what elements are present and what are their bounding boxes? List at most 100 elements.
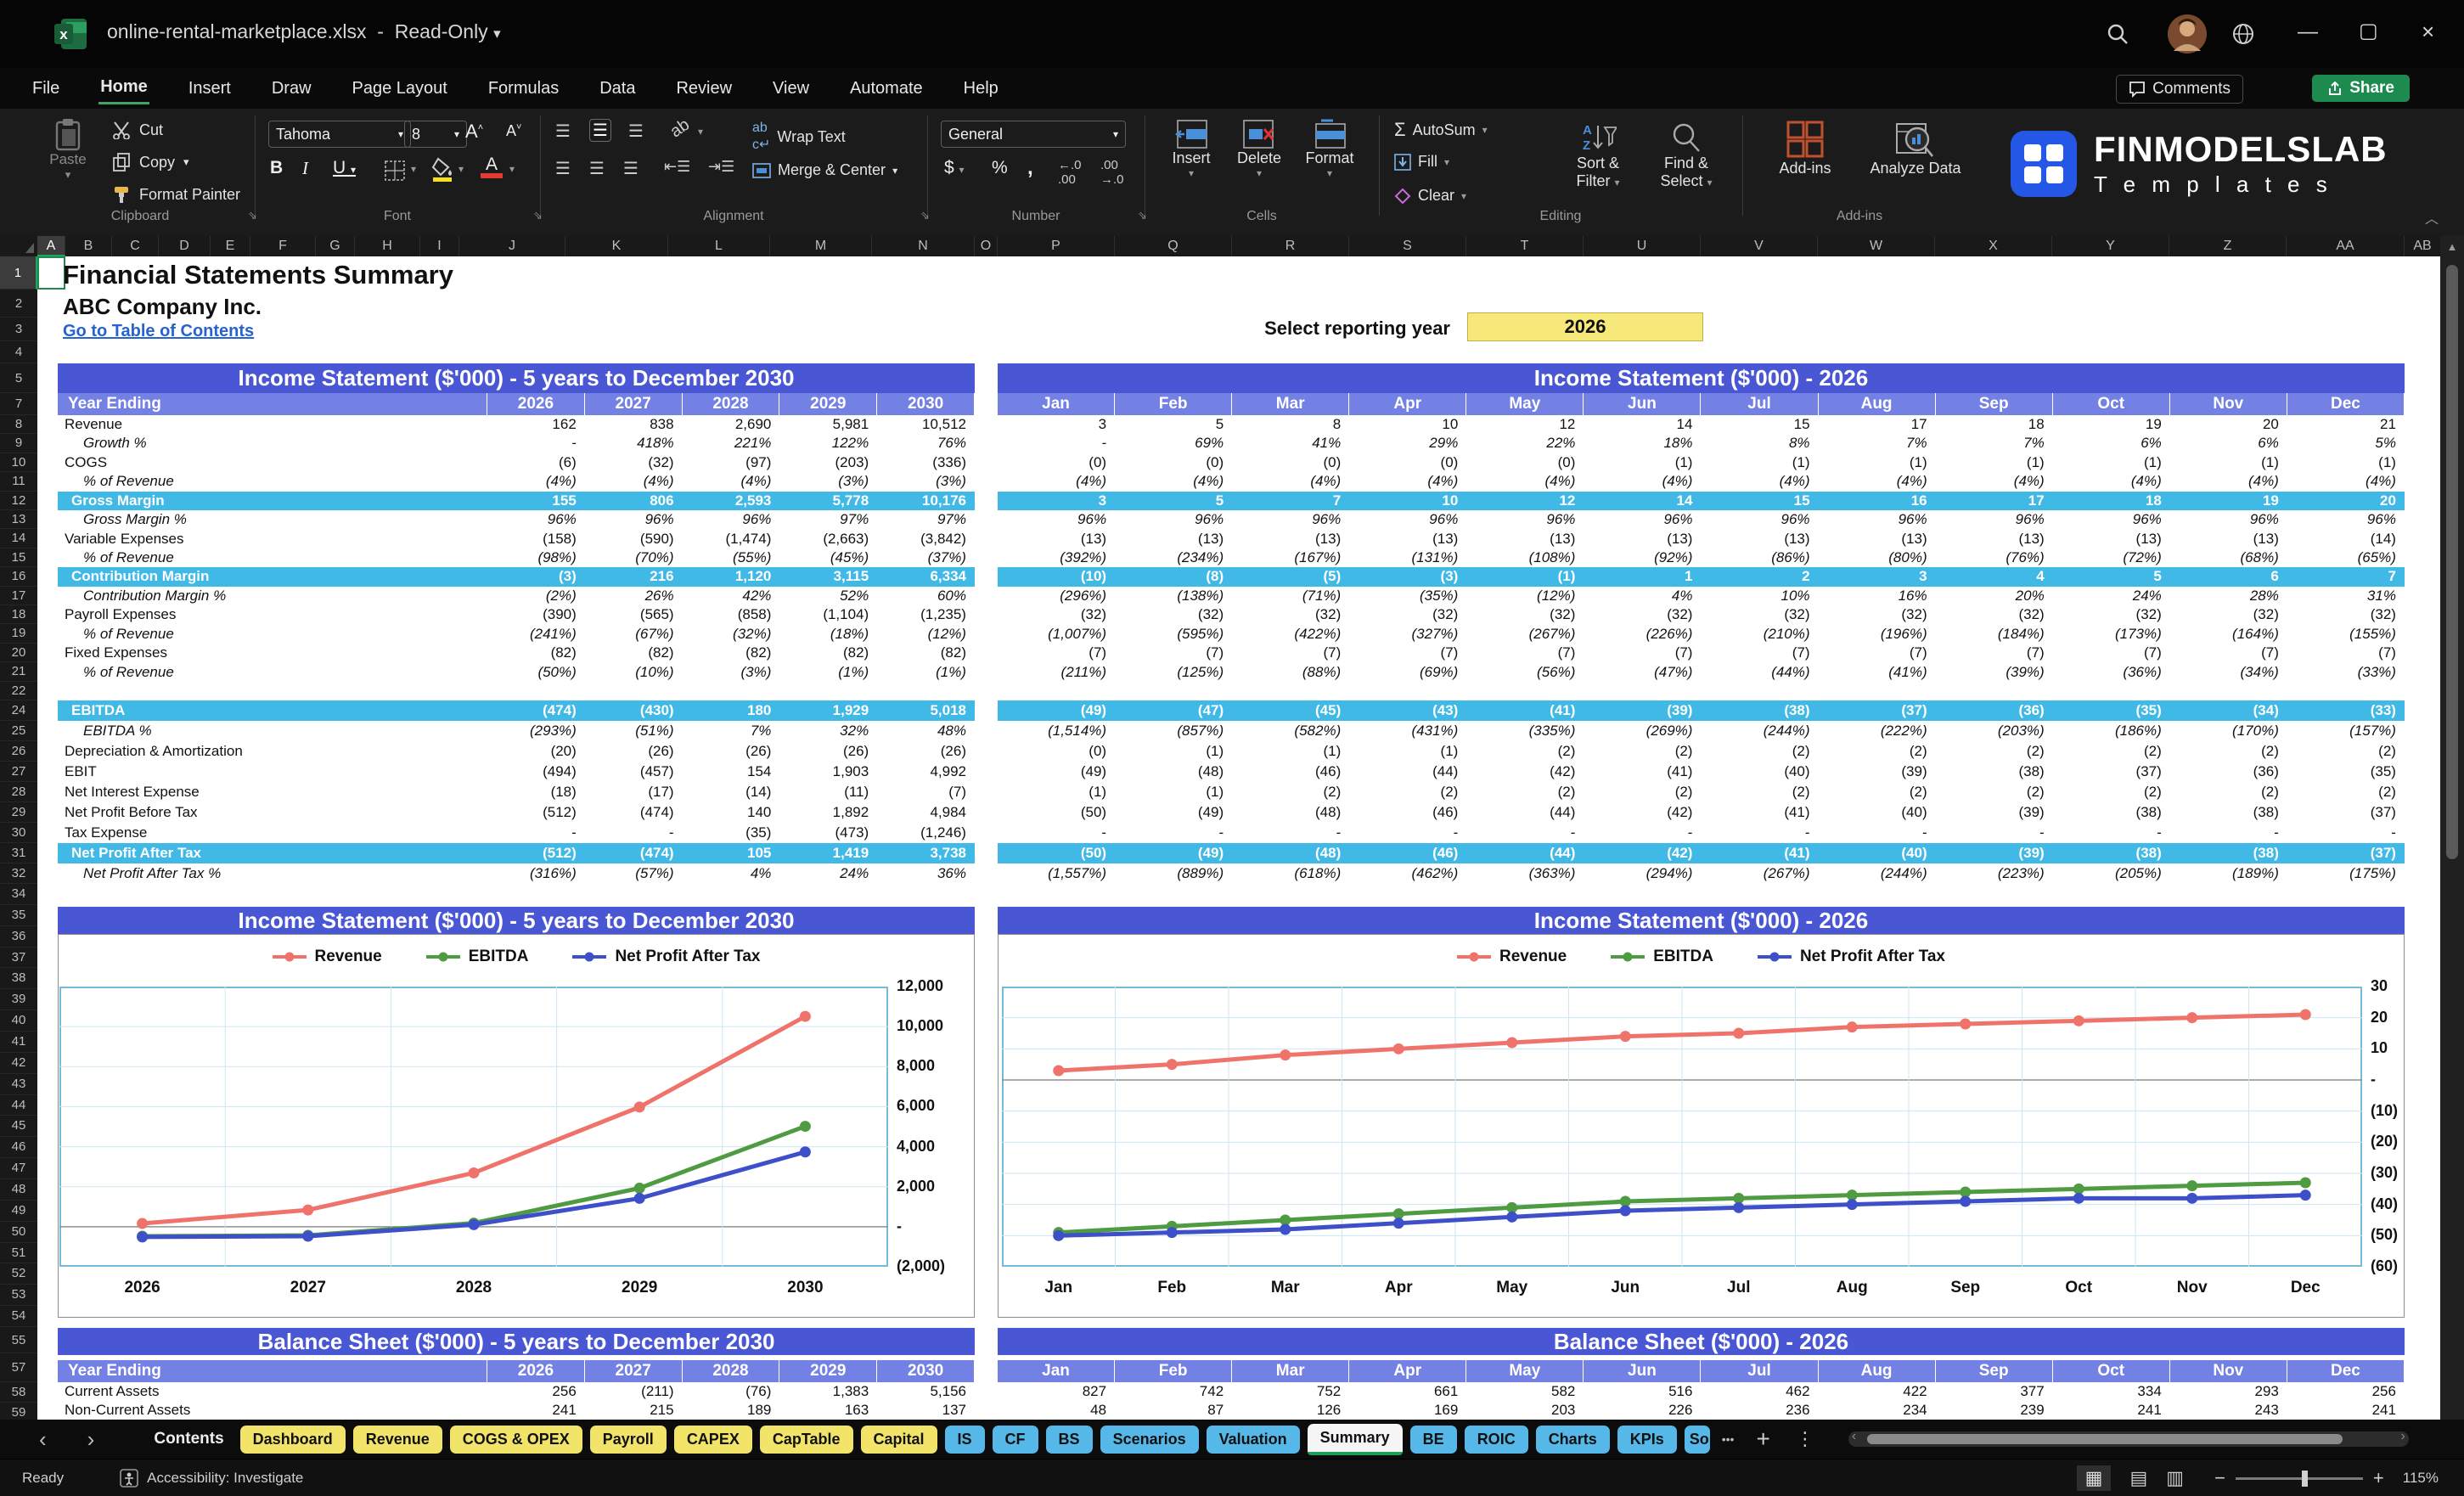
cell[interactable]: (72%)	[2123, 549, 2162, 565]
row-label[interactable]: Contribution Margin	[71, 568, 210, 585]
row-header-43[interactable]: 43	[0, 1074, 37, 1095]
underline-button[interactable]: U ▾	[333, 158, 357, 177]
cell[interactable]: (38)	[2135, 845, 2162, 861]
cell[interactable]: 96%	[1195, 511, 1224, 528]
cell[interactable]: (86%)	[1771, 549, 1810, 565]
cell[interactable]: (316%)	[529, 865, 577, 881]
cell[interactable]: (858)	[737, 606, 772, 623]
cell[interactable]: (37)	[2370, 804, 2396, 820]
cell[interactable]: 1,929	[832, 702, 869, 718]
cell[interactable]: (336)	[932, 453, 966, 470]
cell[interactable]: (40)	[1901, 804, 1927, 820]
cell[interactable]: 1,892	[832, 804, 869, 820]
cell[interactable]: (34%)	[2240, 663, 2279, 680]
sheet-tab-dashboard[interactable]: Dashboard	[239, 1425, 346, 1454]
copy-button[interactable]: Copy ▾	[112, 153, 189, 172]
column-header-S[interactable]: S	[1349, 236, 1466, 256]
cell[interactable]: (56%)	[1537, 663, 1576, 680]
chart-0-frame[interactable]	[58, 934, 975, 1318]
sheet-tab-valuation[interactable]: Valuation	[1206, 1425, 1300, 1454]
cell[interactable]: (108%)	[1528, 549, 1576, 565]
percent-style-button[interactable]: %	[992, 158, 1008, 177]
cell[interactable]: (595%)	[1177, 625, 1224, 642]
cell[interactable]: 5	[1215, 416, 1224, 432]
cell[interactable]: 122%	[831, 435, 869, 452]
cell[interactable]: (125%)	[1177, 663, 1224, 680]
orientation-button[interactable]: ab	[667, 115, 694, 142]
zoom-level[interactable]: 115%	[2402, 1470, 2439, 1486]
cell[interactable]: (38)	[2018, 763, 2045, 779]
cell[interactable]: 3	[1098, 416, 1107, 432]
cell[interactable]: (164%)	[2232, 625, 2279, 642]
row-header-19[interactable]: 19	[0, 624, 37, 644]
cell[interactable]: (32)	[1080, 606, 1107, 623]
row-header-22[interactable]: 22	[0, 682, 37, 700]
cell[interactable]: (1)	[1557, 568, 1576, 585]
cell[interactable]: (2)	[2378, 743, 2396, 759]
wrap-text-button[interactable]: ab c↵ Wrap Text	[752, 121, 846, 152]
search-icon[interactable]	[2106, 22, 2129, 46]
borders-button[interactable]	[384, 160, 406, 182]
row-header-9[interactable]: 9	[0, 434, 37, 453]
cell[interactable]: (41)	[1550, 702, 1576, 718]
number-format-select[interactable]: General ▾	[941, 121, 1126, 148]
cell[interactable]: 1,419	[832, 845, 869, 861]
cell[interactable]: (2)	[2144, 784, 2162, 800]
cell[interactable]: 582	[1551, 1383, 1576, 1399]
cell[interactable]: (7)	[1089, 644, 1107, 661]
cell[interactable]: (474)	[639, 845, 674, 861]
cell[interactable]: (462%)	[1411, 865, 1459, 881]
cell[interactable]: (32)	[2135, 606, 2162, 623]
cell[interactable]: (49)	[1080, 763, 1107, 779]
cell[interactable]: (4%)	[2247, 473, 2279, 490]
row-header-2[interactable]: 2	[0, 290, 37, 318]
cell[interactable]: (1,007%)	[1048, 625, 1107, 642]
cell[interactable]: (71%)	[1302, 587, 1342, 604]
bold-button[interactable]: B	[270, 158, 284, 177]
cell[interactable]: (0)	[1206, 453, 1224, 470]
borders-dropdown[interactable]: ▾	[411, 163, 417, 175]
cell[interactable]: (158)	[543, 530, 577, 547]
cell[interactable]: (36)	[2018, 702, 2045, 718]
fill-color-button[interactable]	[431, 156, 455, 182]
column-header-AB[interactable]: AB	[2405, 236, 2441, 256]
zoom-slider[interactable]	[2235, 1470, 2363, 1487]
cell[interactable]: (44)	[1550, 804, 1576, 820]
cell[interactable]: (37%)	[927, 549, 966, 565]
cell[interactable]: (1)	[2261, 453, 2279, 470]
row-header-44[interactable]: 44	[0, 1095, 37, 1116]
cell[interactable]: (1,557%)	[1048, 865, 1107, 881]
cell[interactable]: (3)	[559, 568, 577, 585]
cell[interactable]: 97%	[840, 511, 869, 528]
add-sheet-button[interactable]: +	[1756, 1426, 1770, 1452]
row-header-51[interactable]: 51	[0, 1243, 37, 1264]
cell[interactable]: 7%	[1906, 435, 1927, 452]
cell[interactable]: 29%	[1429, 435, 1459, 452]
column-header-Q[interactable]: Q	[1115, 236, 1232, 256]
column-header-A[interactable]: A	[37, 236, 65, 256]
cell[interactable]: (590)	[639, 530, 674, 547]
cell[interactable]: (3%)	[740, 663, 772, 680]
cell[interactable]: 6%	[2258, 435, 2279, 452]
cell[interactable]: 226	[1668, 1402, 1693, 1418]
column-header-M[interactable]: M	[770, 236, 872, 256]
row-label[interactable]: Depreciation & Amortization	[65, 743, 243, 759]
font-size-select[interactable]: 8 ▾	[404, 121, 467, 148]
cell[interactable]: (203%)	[1997, 723, 2045, 739]
cell[interactable]: (39)	[2018, 804, 2045, 820]
cell[interactable]: (33%)	[2357, 663, 2396, 680]
cell[interactable]: 2,690	[734, 416, 772, 432]
row-header-21[interactable]: 21	[0, 662, 37, 682]
cell[interactable]: (44)	[1550, 845, 1576, 861]
cell[interactable]: 3	[1098, 492, 1107, 509]
cell[interactable]: (48)	[1315, 845, 1342, 861]
cell[interactable]: (155%)	[2349, 625, 2396, 642]
cell[interactable]: (49)	[1080, 702, 1107, 718]
cell[interactable]: 516	[1668, 1383, 1693, 1399]
cell[interactable]: (4%)	[1662, 473, 1693, 490]
cell[interactable]: 155	[552, 492, 577, 509]
cell[interactable]: (2)	[2144, 743, 2162, 759]
cell[interactable]: 1,903	[832, 763, 869, 779]
insert-cells-button[interactable]: Insert ▾	[1160, 119, 1223, 179]
